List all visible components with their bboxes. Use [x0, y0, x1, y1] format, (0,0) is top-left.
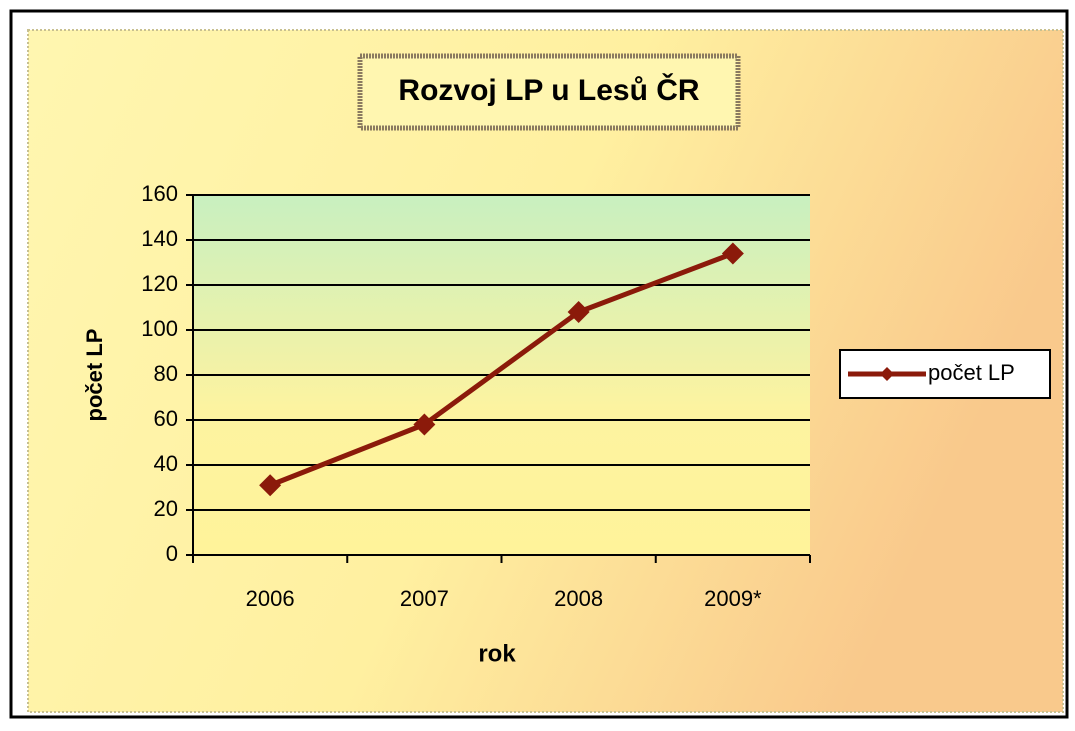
y-axis-label: počet LP [82, 329, 107, 422]
y-tick-label: 120 [141, 271, 178, 296]
title-box [357, 53, 741, 131]
y-tick-label: 40 [154, 451, 178, 476]
y-tick-label: 140 [141, 226, 178, 251]
y-tick-label: 0 [166, 541, 178, 566]
marker [567, 301, 590, 323]
x-tick-label: 2007 [400, 586, 449, 611]
legend-box [839, 349, 1051, 399]
x-axis-label: rok [478, 640, 516, 667]
legend-marker [880, 367, 894, 381]
legend-label: počet LP [928, 360, 1015, 385]
y-tick-label: 80 [154, 361, 178, 386]
marker [721, 242, 744, 265]
y-tick-label: 60 [154, 406, 178, 431]
y-tick-label: 100 [141, 316, 178, 341]
x-tick-label: 2009* [704, 586, 762, 611]
marker [413, 413, 436, 436]
y-tick-label: 20 [154, 496, 178, 521]
chart-title: Rozvoj LP u Lesů ČR [398, 73, 699, 107]
x-tick-label: 2008 [554, 586, 603, 611]
series-line [269, 251, 734, 488]
y-tick-label: 160 [141, 181, 178, 206]
x-tick-label: 2006 [246, 586, 295, 611]
marker [259, 474, 282, 497]
